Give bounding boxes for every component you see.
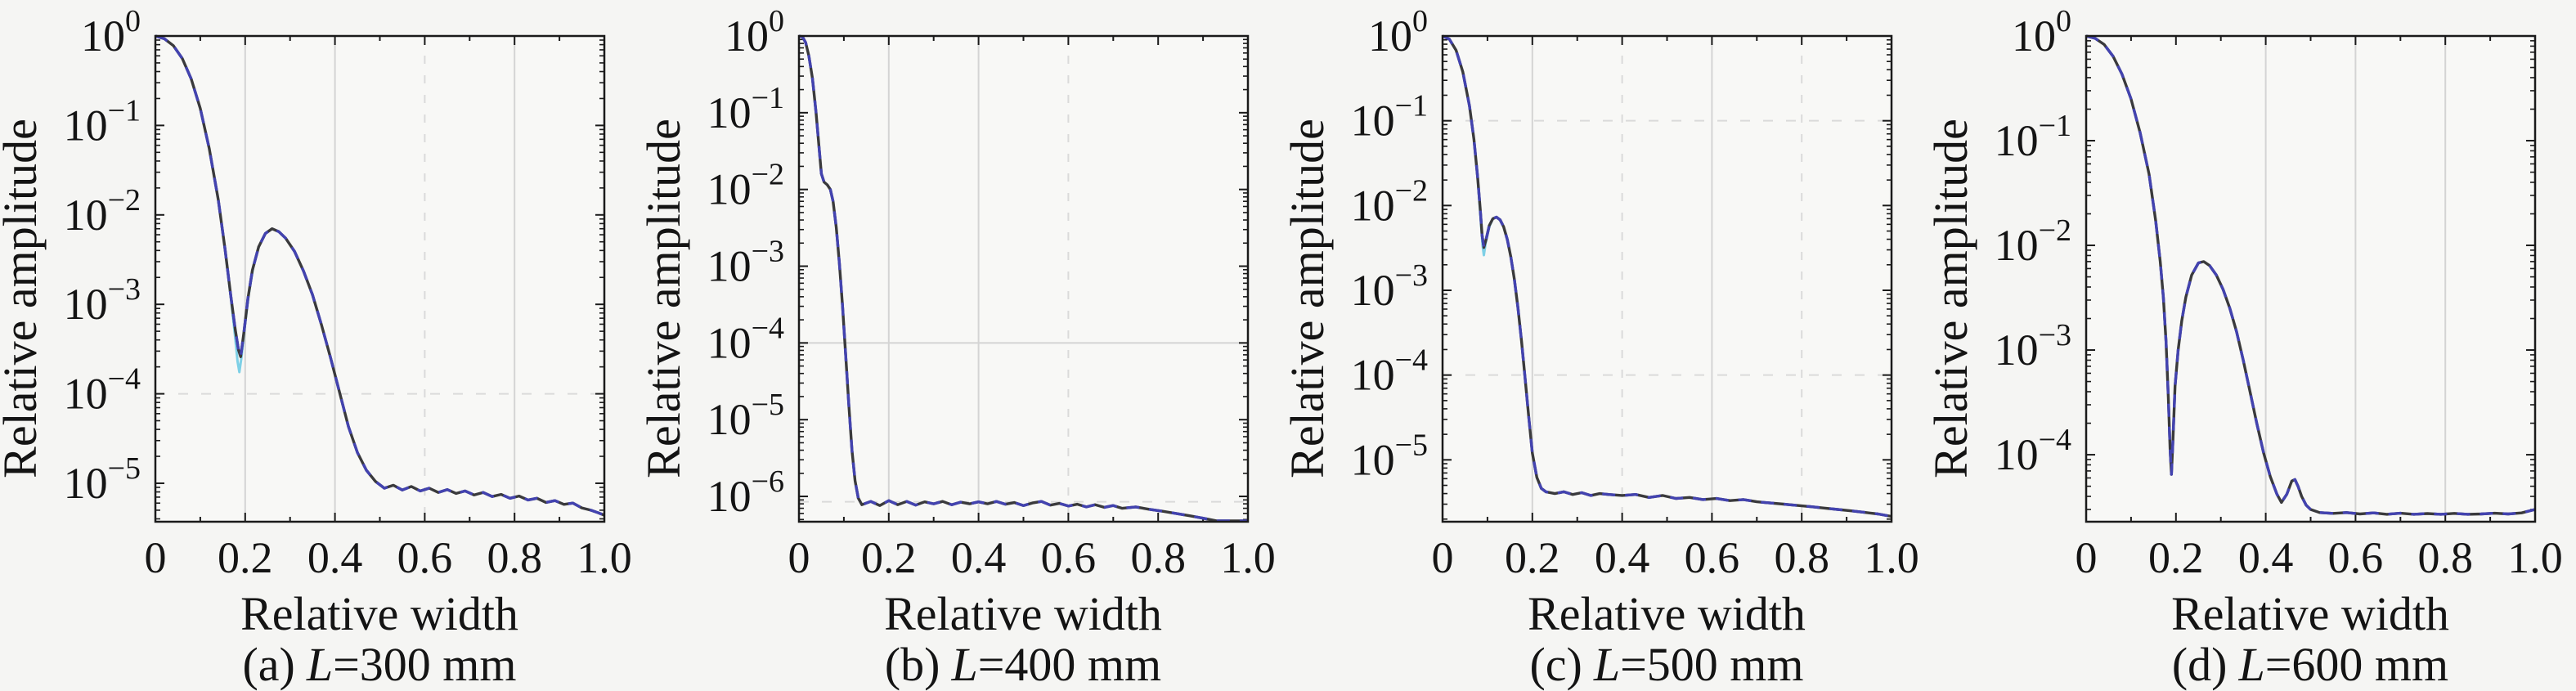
panel-caption: (a) L=300 mm <box>242 638 516 691</box>
x-tick-label: 1.0 <box>1864 533 1919 582</box>
plot-panel-a: 0 0.2 0.4 0.6 0.8 1.010010−110−210−310−410−5 … <box>0 4 632 691</box>
x-axis-label: Relative width <box>1528 587 1806 640</box>
y-tick-label: 10−3 <box>64 272 141 329</box>
curve-black-solid <box>2085 34 2536 516</box>
y-tick-label: 10−2 <box>1351 173 1428 230</box>
plot-area <box>1443 36 1892 522</box>
y-tick-label: 10−3 <box>707 235 784 291</box>
x-axis-label: Relative width <box>884 587 1162 640</box>
curve-blue-dashed <box>1442 34 1892 518</box>
panel-caption: (c) L=500 mm <box>1529 638 1803 691</box>
y-axis-label: Relative amplitude <box>0 119 47 478</box>
caption-value: =500 mm <box>1620 638 1803 691</box>
x-tick-label: 0.6 <box>1041 533 1097 582</box>
x-tick-label: 0.8 <box>2417 533 2473 582</box>
plot-area-group: 0 0.2 0.4 0.6 0.8 1.0 100 10−1 10−2 10−3 10−4 10−5 <box>64 4 632 582</box>
plot-panel-d: 0 0.2 0.4 0.6 0.8 1.0 100 10−1 10−2 10−3 10−4 Rela… <box>1931 4 2563 691</box>
plot-panel-c: 0 0.2 0.4 0.6 0.8 1.010010−110−210−310−410−5 … <box>1287 4 1919 691</box>
plot-area <box>2086 36 2535 522</box>
y-tick-label: 10−4 <box>707 311 784 367</box>
caption-variable: L <box>2237 638 2264 691</box>
y-tick-label: 10−4 <box>1995 423 2071 479</box>
plot-area-group: 0 0.2 0.4 0.6 0.8 1.0 100 10−1 10−2 10−3 10−4 10−5 <box>1351 4 1919 582</box>
y-tick-label: 10−2 <box>1995 213 2071 270</box>
x-tick-label: 0.4 <box>2238 533 2294 582</box>
x-tick-label: 0.2 <box>861 533 917 582</box>
plot-area <box>799 36 1248 522</box>
axis-box <box>1441 34 1893 523</box>
x-axis-label: Relative width <box>2171 587 2449 640</box>
x-tick-label: 0 <box>1432 533 1454 582</box>
x-tick-label: 0 <box>788 533 810 582</box>
y-tick-label: 10−6 <box>707 464 784 521</box>
caption-value: =400 mm <box>978 638 1161 691</box>
x-tick-label: 0.4 <box>951 533 1007 582</box>
panel-caption: (d) L=600 mm <box>2172 638 2448 691</box>
x-tick-label: 0.8 <box>487 533 542 582</box>
x-tick-label: 0.2 <box>2148 533 2204 582</box>
caption-index: (c) <box>1529 638 1582 691</box>
x-tick-label: 0.8 <box>1774 533 1829 582</box>
y-tick-label: 10−5 <box>1351 428 1428 484</box>
caption-value: =600 mm <box>2265 638 2448 691</box>
y-tick-label: 10−4 <box>1351 343 1428 400</box>
y-tick-label: 10−3 <box>1351 258 1428 315</box>
panel-caption: (b) L=400 mm <box>885 638 1161 691</box>
y-tick-label: 10−1 <box>707 81 784 137</box>
x-axis-label: Relative width <box>240 587 518 640</box>
x-tick-label: 1.0 <box>2507 533 2563 582</box>
plot-area-group: 0 0.2 0.4 0.6 0.8 1.0 100 10−1 10−2 10−3 10−4 <box>1995 4 2563 582</box>
x-tick-label: 0.6 <box>1685 533 1740 582</box>
y-tick-label: 10−2 <box>64 183 141 240</box>
x-tick-label: 0.8 <box>1130 533 1186 582</box>
caption-variable: L <box>950 638 977 691</box>
y-tick-label: 10−1 <box>1995 109 2071 165</box>
caption-variable: L <box>306 638 333 691</box>
plot-area <box>155 36 604 522</box>
y-tick-label: 100 <box>725 4 784 61</box>
y-tick-label: 10−3 <box>1995 318 2071 375</box>
x-tick-label: 0 <box>145 533 167 582</box>
y-axis-label: Relative amplitude <box>1931 119 1977 478</box>
x-tick-label: 0.6 <box>397 533 453 582</box>
plot-panel-b: 0 0.2 0.4 0.6 0.8 1.0 100 10−1 10−2 10−3 10−4 10−5 1… <box>644 4 1276 691</box>
y-axis-label: Relative amplitude <box>1287 119 1334 478</box>
y-tick-label: 10−5 <box>707 388 784 444</box>
x-tick-label: 0.4 <box>307 533 363 582</box>
x-tick-label: 0.6 <box>2328 533 2384 582</box>
y-tick-label: 10−1 <box>64 93 141 150</box>
x-tick-label: 0.2 <box>1505 533 1560 582</box>
axis-box <box>2085 34 2537 523</box>
caption-index: (a) <box>242 638 294 691</box>
x-tick-label: 0 <box>2076 533 2098 582</box>
caption-index: (b) <box>885 638 940 691</box>
plot-area-group: 0 0.2 0.4 0.6 0.8 1.0 100 10−1 10−2 10−3 10−4 10−5 1… <box>707 4 1276 582</box>
y-tick-label: 10−5 <box>64 451 141 508</box>
curve-blue-dashed <box>798 34 1248 523</box>
y-tick-label: 100 <box>1368 4 1428 61</box>
y-tick-label: 10−2 <box>707 158 784 214</box>
y-tick-label: 10−1 <box>1351 89 1428 146</box>
y-tick-label: 100 <box>2012 4 2071 61</box>
axis-box <box>797 34 1250 523</box>
x-tick-label: 0.2 <box>218 533 273 582</box>
x-tick-label: 0.4 <box>1595 533 1650 582</box>
caption-value: =300 mm <box>333 638 516 691</box>
curve-blue-dashed <box>155 34 605 517</box>
x-tick-label: 1.0 <box>577 533 632 582</box>
x-tick-label: 1.0 <box>1220 533 1276 582</box>
y-tick-label: 10−4 <box>64 362 141 419</box>
caption-variable: L <box>1593 638 1620 691</box>
axis-box <box>154 34 606 523</box>
y-axis-label: Relative amplitude <box>644 119 690 478</box>
y-tick-label: 100 <box>81 4 141 61</box>
caption-index: (d) <box>2172 638 2228 691</box>
